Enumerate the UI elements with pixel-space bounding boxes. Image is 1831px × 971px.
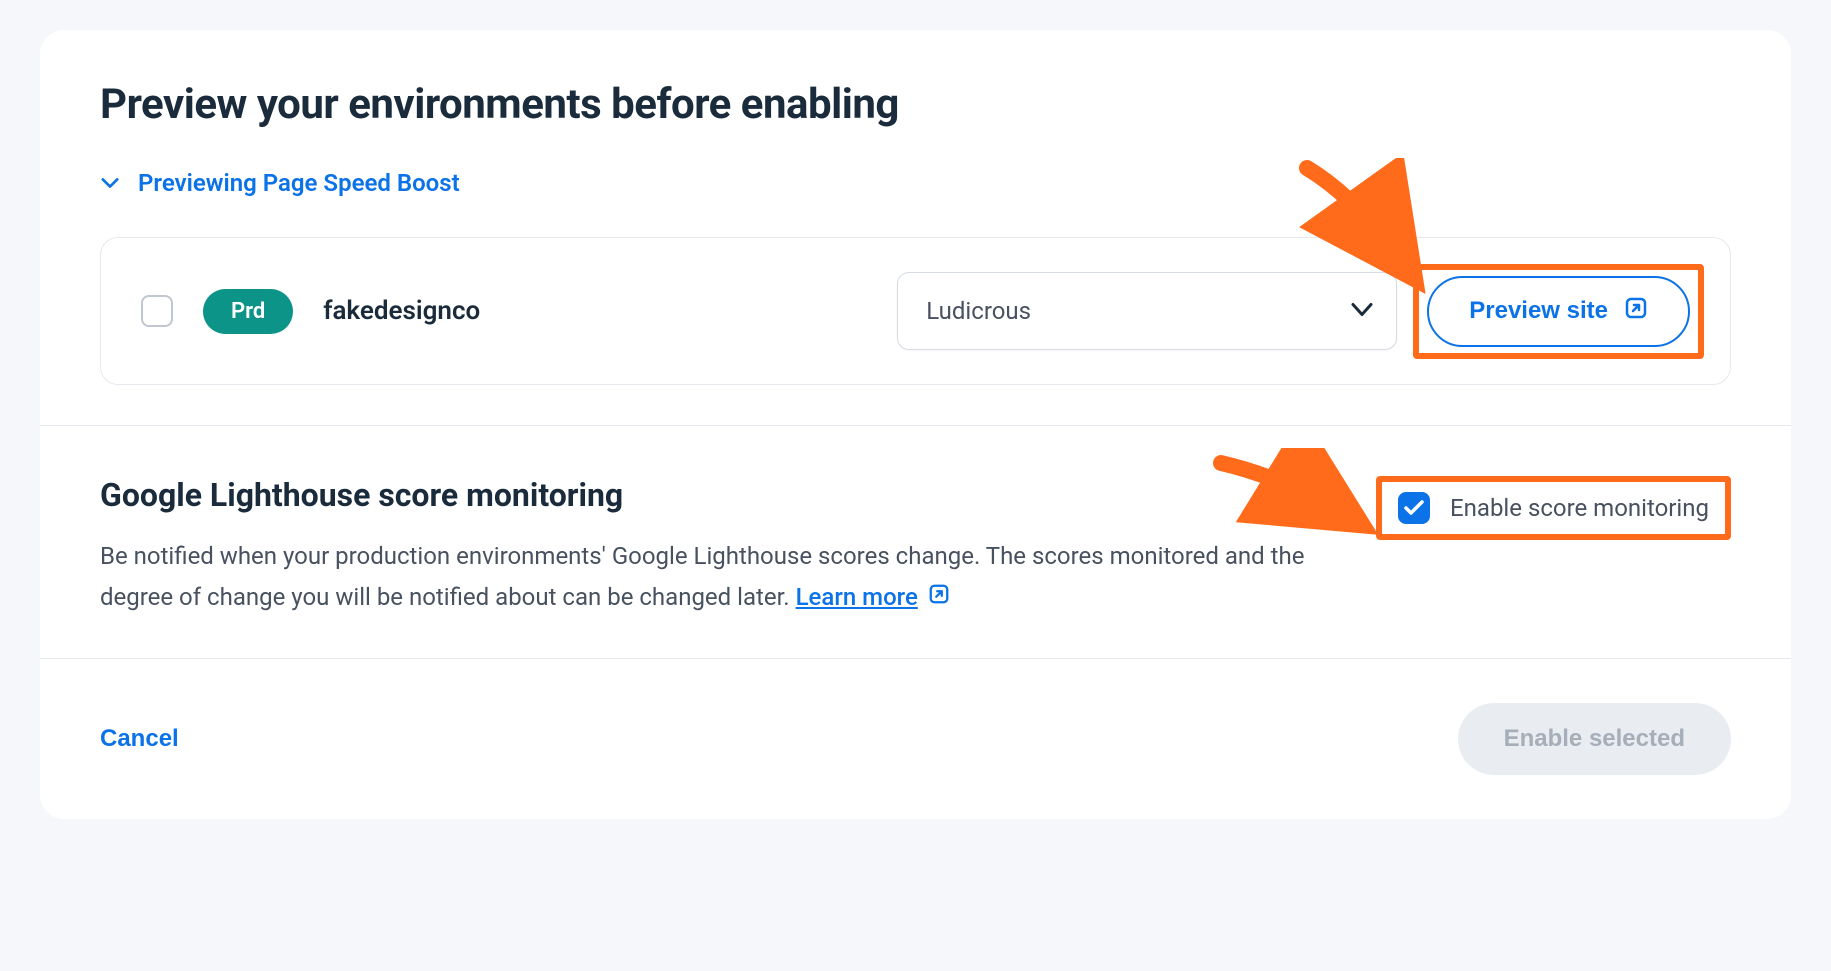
preview-site-button[interactable]: Preview site	[1427, 276, 1690, 347]
cancel-button[interactable]: Cancel	[100, 725, 179, 753]
monitoring-text: Google Lighthouse score monitoring Be no…	[100, 476, 1316, 618]
chevron-down-icon	[100, 173, 120, 193]
footer-section: Cancel Enable selected	[40, 659, 1791, 819]
monitoring-description-text: Be notified when your production environ…	[100, 542, 1304, 611]
external-link-icon	[928, 577, 950, 618]
enable-monitoring-checkbox[interactable]	[1398, 492, 1430, 524]
learn-more-label: Learn more	[796, 577, 918, 618]
settings-card: Preview your environments before enablin…	[40, 30, 1791, 819]
enable-monitoring-label: Enable score monitoring	[1450, 494, 1709, 522]
enable-selected-button[interactable]: Enable selected	[1458, 703, 1731, 775]
environment-checkbox[interactable]	[141, 295, 173, 327]
speed-select-value: Ludicrous	[926, 297, 1031, 325]
site-name: fakedesignco	[323, 296, 480, 326]
accordion-label: Previewing Page Speed Boost	[138, 169, 460, 197]
monitoring-section: Google Lighthouse score monitoring Be no…	[40, 426, 1791, 659]
speed-select[interactable]: Ludicrous	[897, 272, 1397, 350]
preview-section: Preview your environments before enablin…	[40, 30, 1791, 426]
accordion-toggle[interactable]: Previewing Page Speed Boost	[100, 169, 1731, 197]
environment-row: Prd fakedesignco Ludicrous	[100, 237, 1731, 385]
monitoring-title: Google Lighthouse score monitoring	[100, 476, 1316, 514]
learn-more-link[interactable]: Learn more	[796, 577, 950, 618]
preview-button-highlight-wrap: Preview site	[1427, 276, 1690, 347]
page-title: Preview your environments before enablin…	[100, 80, 1731, 129]
monitoring-description: Be notified when your production environ…	[100, 536, 1316, 618]
speed-select-wrapper: Ludicrous	[897, 272, 1397, 350]
external-link-icon	[1624, 296, 1648, 327]
environment-badge: Prd	[203, 289, 293, 334]
enable-monitoring-highlight-wrap: Enable score monitoring	[1376, 476, 1731, 540]
preview-site-label: Preview site	[1469, 297, 1608, 325]
